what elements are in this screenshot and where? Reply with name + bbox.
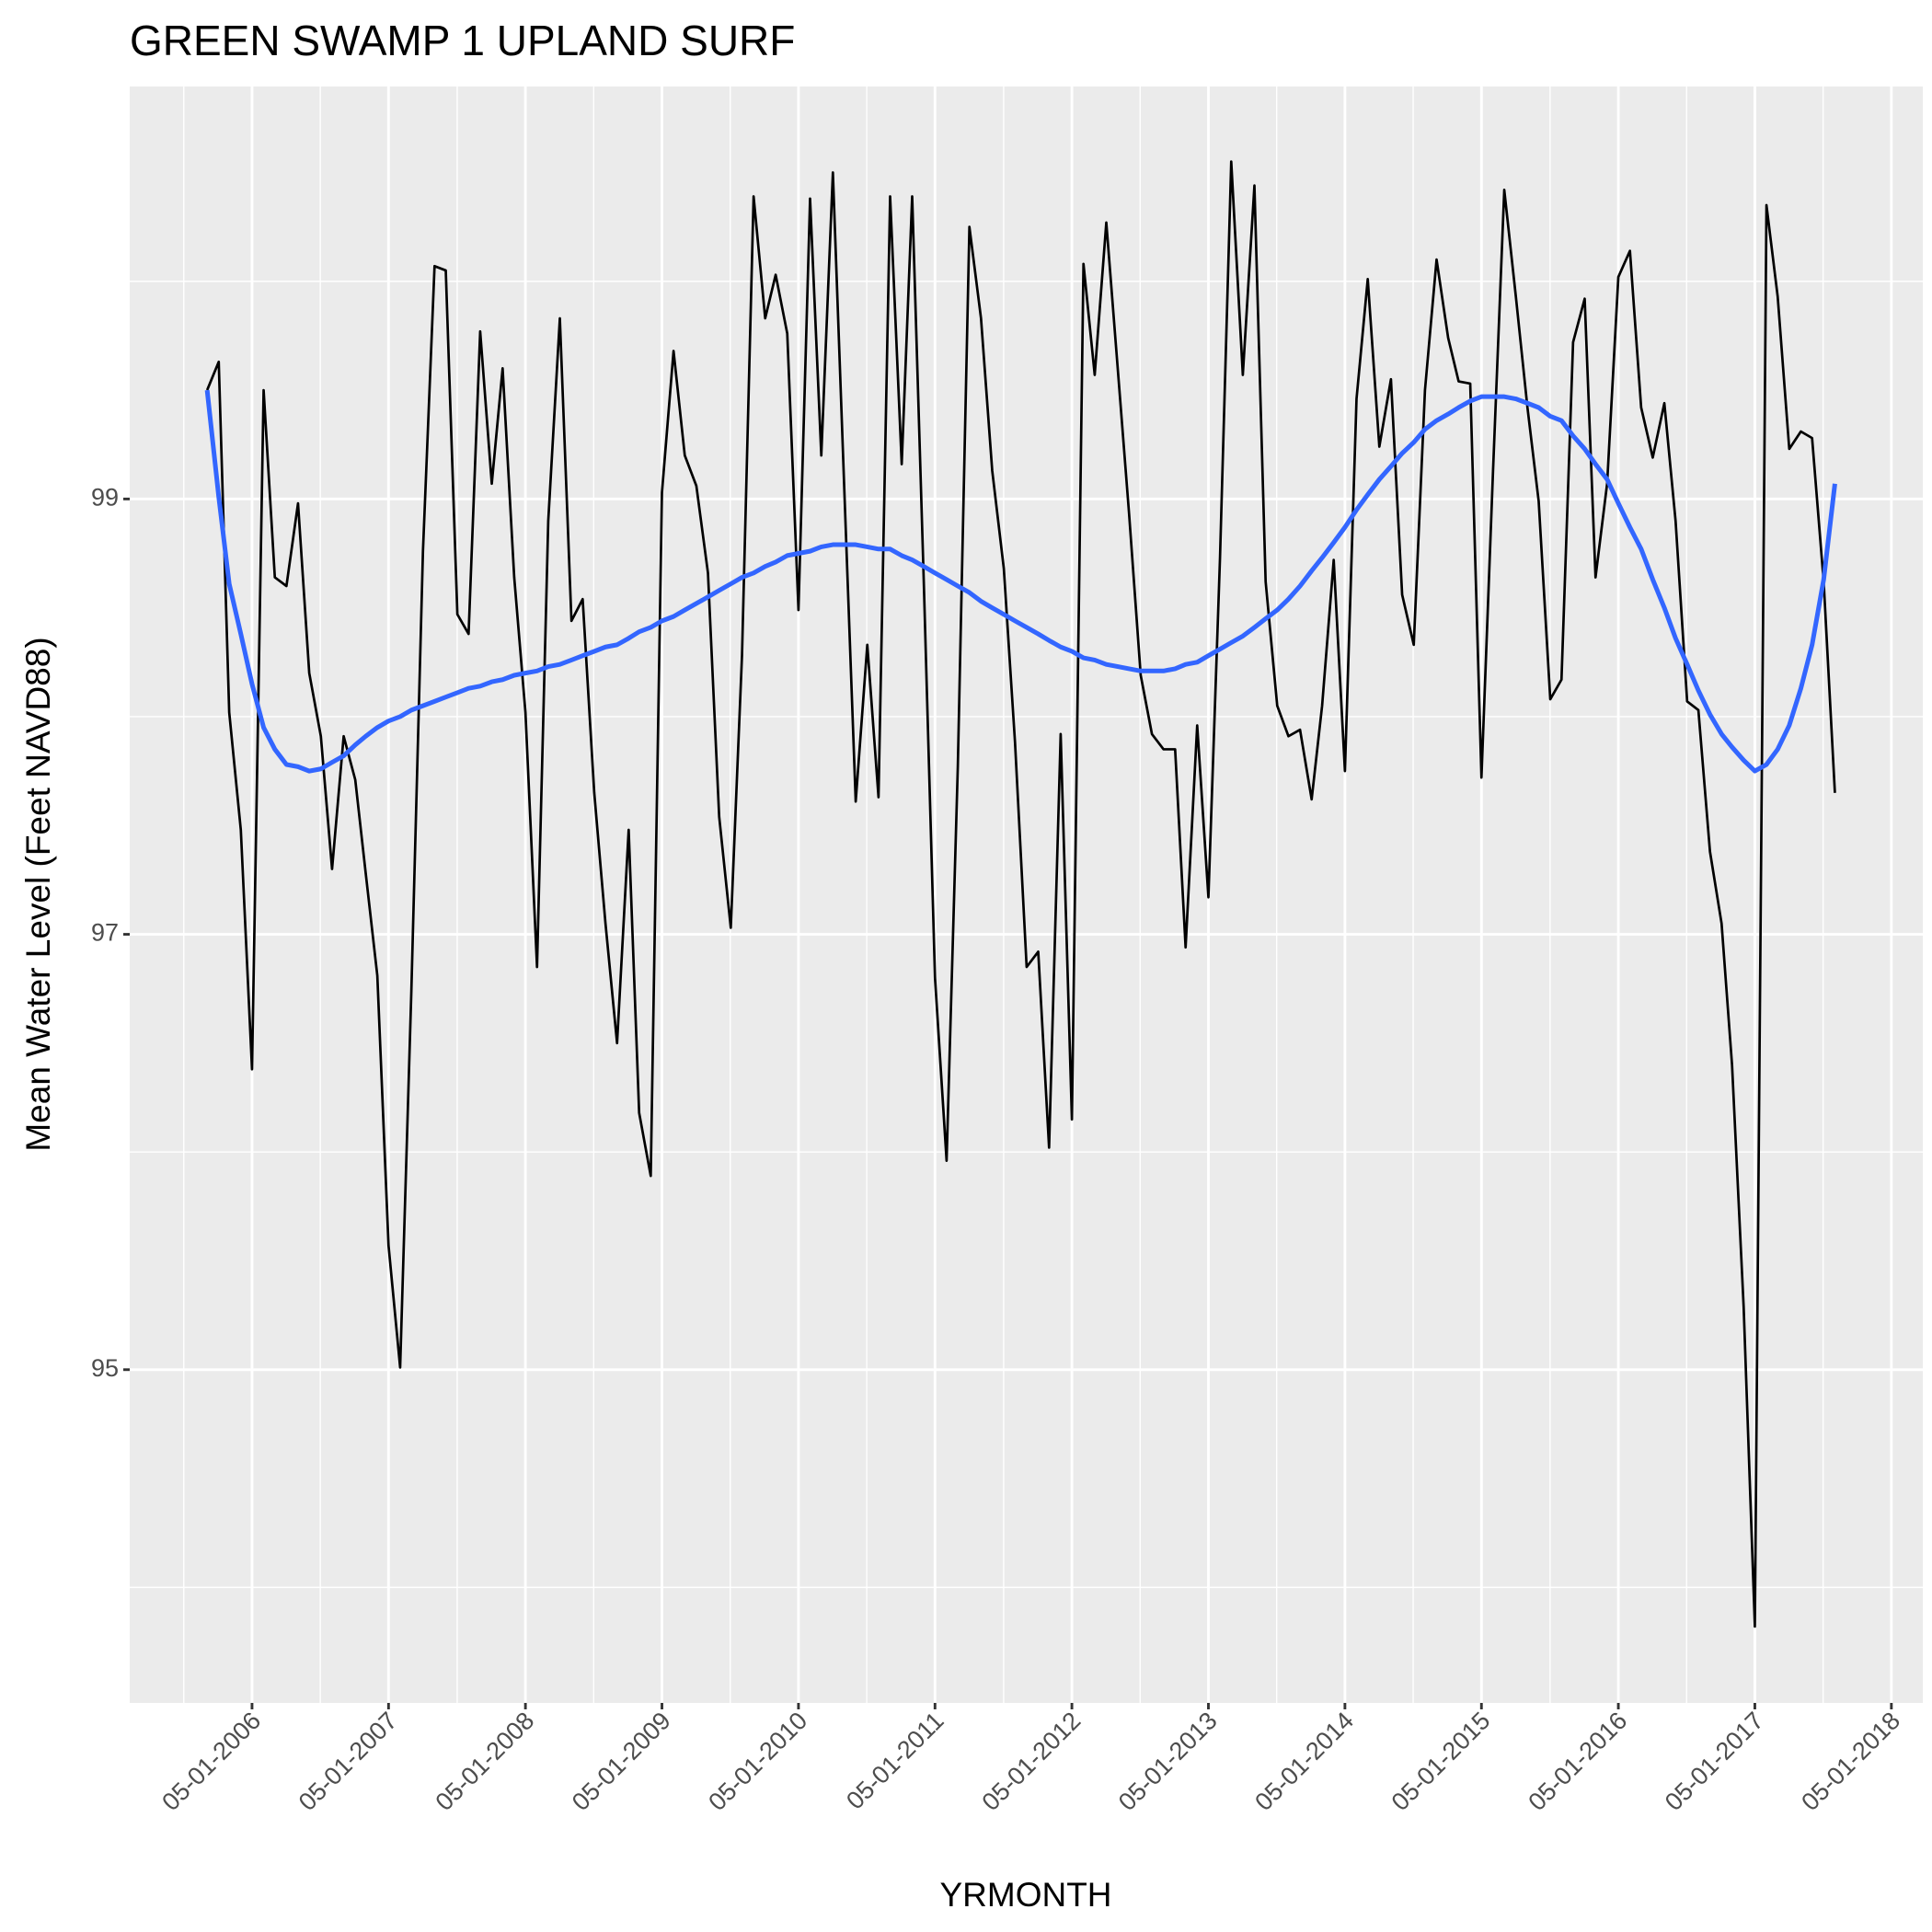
- x-axis-title: YRMONTH: [939, 1876, 1111, 1914]
- plot-panel: [130, 86, 1923, 1703]
- marks: [204, 160, 1837, 1628]
- chart-title: GREEN SWAMP 1 UPLAND SURF: [130, 17, 795, 64]
- y-axis-title: Mean Water Level (Feet NAVD88): [19, 637, 57, 1151]
- y-tick-label: 95: [91, 1354, 119, 1382]
- data-line: [205, 160, 1836, 1628]
- y-tick-label: 99: [91, 483, 119, 511]
- data-line: [204, 389, 1837, 774]
- y-tick-label: 97: [91, 919, 119, 947]
